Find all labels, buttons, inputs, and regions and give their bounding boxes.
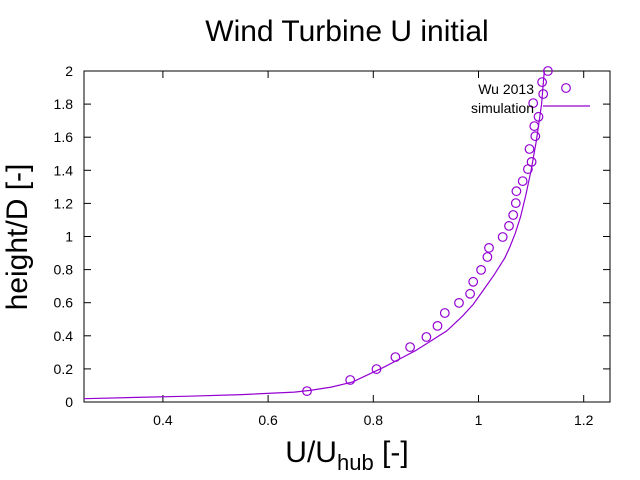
data-point [510,198,521,209]
legend-marker-wu-2013 [561,83,571,93]
data-point [526,156,537,167]
x-axis-ticks: 0.4 0.6 0.8 1 1.2 [153,71,594,428]
legend-label-wu-2013: Wu 2013 [478,81,534,97]
data-point [504,220,514,231]
data-point [302,386,312,397]
plot-border [83,70,611,403]
y-tick-label: 0 [65,394,73,410]
plot-frame [83,70,611,403]
x-tick-label: 0.8 [364,412,384,428]
data-point [484,242,494,253]
x-tick-label: 1.2 [574,412,594,428]
x-axis-label: U/Uhub [-] [285,436,408,475]
x-axis-label-main: U/U [285,436,337,469]
legend: Wu 2013 simulation [471,81,590,116]
data-point [543,66,553,76]
data-point [524,144,535,154]
data-point [528,98,539,108]
data-point [517,176,528,187]
data-point [508,210,519,220]
chart-title: Wind Turbine U initial [205,15,488,48]
x-axis-label-suffix: [-] [374,436,409,469]
y-tick-label: 2 [65,63,73,79]
data-point [371,364,382,375]
data-point [538,89,549,99]
data-point [468,276,479,287]
data-point [511,186,522,197]
data-point [345,375,356,385]
data-point [432,321,443,331]
y-tick-label: 1.6 [54,129,74,145]
wu-2013-series [302,66,553,397]
y-tick-label: 0.2 [54,361,74,377]
y-tick-label: 1.8 [54,96,74,112]
x-tick-label: 1 [475,412,483,428]
y-axis-ticks: 0 0.2 0.4 0.6 0.8 1 1.2 1.4 1.6 1.8 2 [54,63,610,410]
data-point [439,308,450,318]
legend-label-simulation: simulation [471,100,534,116]
y-tick-label: 1.2 [54,195,74,211]
y-tick-label: 0.4 [54,328,74,344]
simulation-line [83,70,545,400]
data-point [533,111,544,122]
x-axis-label-sub: hub [337,450,374,475]
y-tick-label: 0.6 [54,295,74,311]
data-point [421,332,432,342]
data-point [465,288,476,299]
x-tick-label: 0.4 [153,412,173,428]
x-tick-label: 0.6 [258,412,278,428]
data-point [476,265,487,275]
y-tick-label: 0.8 [54,262,74,278]
y-axis-label: height/D [-] [1,164,34,311]
data-point [454,298,464,308]
y-tick-label: 1 [65,229,73,245]
y-tick-label: 1.4 [54,162,74,178]
simulation-series [83,70,545,400]
data-point [482,252,493,262]
data-point [530,131,541,142]
data-point [405,342,416,353]
data-point [497,232,508,242]
data-point [537,77,547,87]
data-point [390,352,401,363]
data-point [529,121,540,131]
